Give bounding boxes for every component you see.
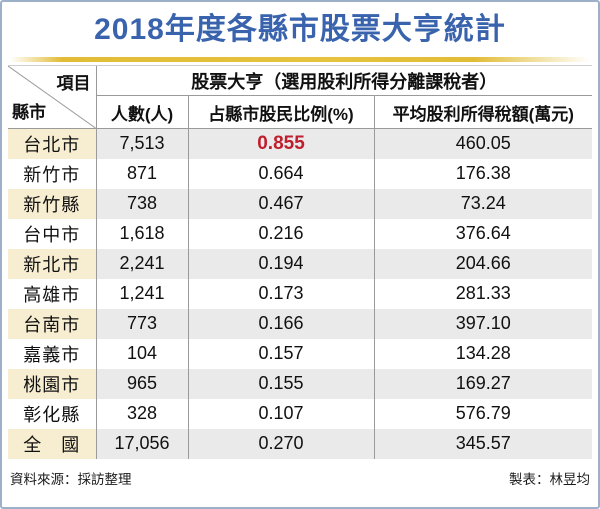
ratio-cell: 0.467 [187,188,374,219]
tax-cell: 176.38 [373,158,592,189]
county-cell: 台北市 [8,128,96,159]
count-cell: 328 [95,398,188,429]
county-cell: 全 國 [8,428,96,459]
table-row-taichung: 台中市 1,618 0.216 376.64 [8,218,592,249]
county-cell: 新竹縣 [8,188,96,219]
table-row-chiayi: 嘉義市 104 0.157 134.28 [8,338,592,369]
corner-label-county: 縣市 [12,103,46,122]
county-cell: 台南市 [8,308,96,339]
tax-cell: 73.24 [373,188,592,219]
credit-note: 製表：林昱均 [509,471,590,487]
column-header-row: 人數(人) 占縣市股民比例(%) 平均股利所得稅額(萬元) [8,95,592,129]
table-row-new-taipei: 新北市 2,241 0.194 204.66 [8,248,592,279]
county-cell: 彰化縣 [23,404,81,425]
count-cell: 104 [95,338,188,369]
tax-cell: 204.66 [373,248,592,279]
count-cell: 1,618 [95,218,188,249]
table-row-nationwide: 全 國 17,056 0.270 345.57 [8,428,592,459]
count-cell: 1,241 [95,278,188,309]
table-row-tainan: 台南市 773 0.166 397.10 [8,308,592,339]
page-title: 2018年度各縣市股票大亨統計 [94,13,506,46]
table-row-kaohsiung: 高雄市 1,241 0.173 281.33 [8,278,592,309]
tax-cell: 345.57 [373,428,592,459]
corner-label-item: 項目 [56,74,91,93]
table-row-hsinchu-city: 新竹市 871 0.664 176.38 [8,158,592,189]
county-cell: 台中市 [23,224,81,245]
ratio-cell: 0.270 [187,428,374,459]
corner-header-cell: 項目 縣市 [8,65,96,129]
county-cell: 新竹市 [23,164,81,185]
ratio-cell: 0.173 [187,278,374,309]
tax-cell: 376.64 [373,218,592,249]
col-header-count: 人數(人) [95,95,188,129]
tax-cell: 576.79 [373,398,592,429]
table-row-taipei: 台北市 7,513 0.855 460.05 [8,128,592,159]
tax-cell: 397.10 [373,308,592,339]
table-row-taoyuan: 桃園市 965 0.155 169.27 [8,368,592,399]
ratio-cell: 0.166 [187,308,374,339]
footer: 資料來源：採訪整理 製表：林昱均 [8,459,592,488]
county-cell: 桃園市 [8,368,96,399]
ratio-cell: 0.664 [187,158,374,189]
ratio-cell: 0.216 [187,218,374,249]
count-cell: 773 [95,308,188,339]
ratio-cell: 0.155 [187,368,374,399]
col-header-ratio: 占縣市股民比例(%) [187,95,374,129]
col-header-tax: 平均股利所得稅額(萬元) [373,95,592,129]
count-cell: 17,056 [95,428,188,459]
tax-cell: 460.05 [373,128,592,159]
county-cell: 高雄市 [23,284,81,305]
table-row-changhua: 彰化縣 328 0.107 576.79 [8,398,592,429]
source-note: 資料來源：採訪整理 [10,471,132,487]
count-cell: 738 [95,188,188,219]
table-row-hsinchu-county: 新竹縣 738 0.467 73.24 [8,188,592,219]
county-cell: 嘉義市 [23,344,81,365]
ratio-cell: 0.157 [187,338,374,369]
count-cell: 7,513 [95,128,188,159]
ratio-cell-highlighted: 0.855 [187,128,374,159]
group-header-row: 項目 縣市 股票大亨（選用股利所得分離課稅者） [8,65,592,129]
tax-cell: 281.33 [373,278,592,309]
ratio-cell: 0.194 [187,248,374,279]
count-cell: 871 [95,158,188,189]
group-header: 股票大亨（選用股利所得分離課稅者） [95,65,592,96]
count-cell: 965 [95,368,188,399]
diagonal-line [8,66,96,128]
tax-cell: 134.28 [373,338,592,369]
ratio-cell: 0.107 [187,398,374,429]
tax-cell: 169.27 [373,368,592,399]
count-cell: 2,241 [95,248,188,279]
gold-divider [10,57,590,62]
county-cell: 新北市 [8,248,96,279]
stats-table: 項目 縣市 股票大亨（選用股利所得分離課稅者） 人數(人) 占縣市股民比例(%)… [8,65,592,459]
